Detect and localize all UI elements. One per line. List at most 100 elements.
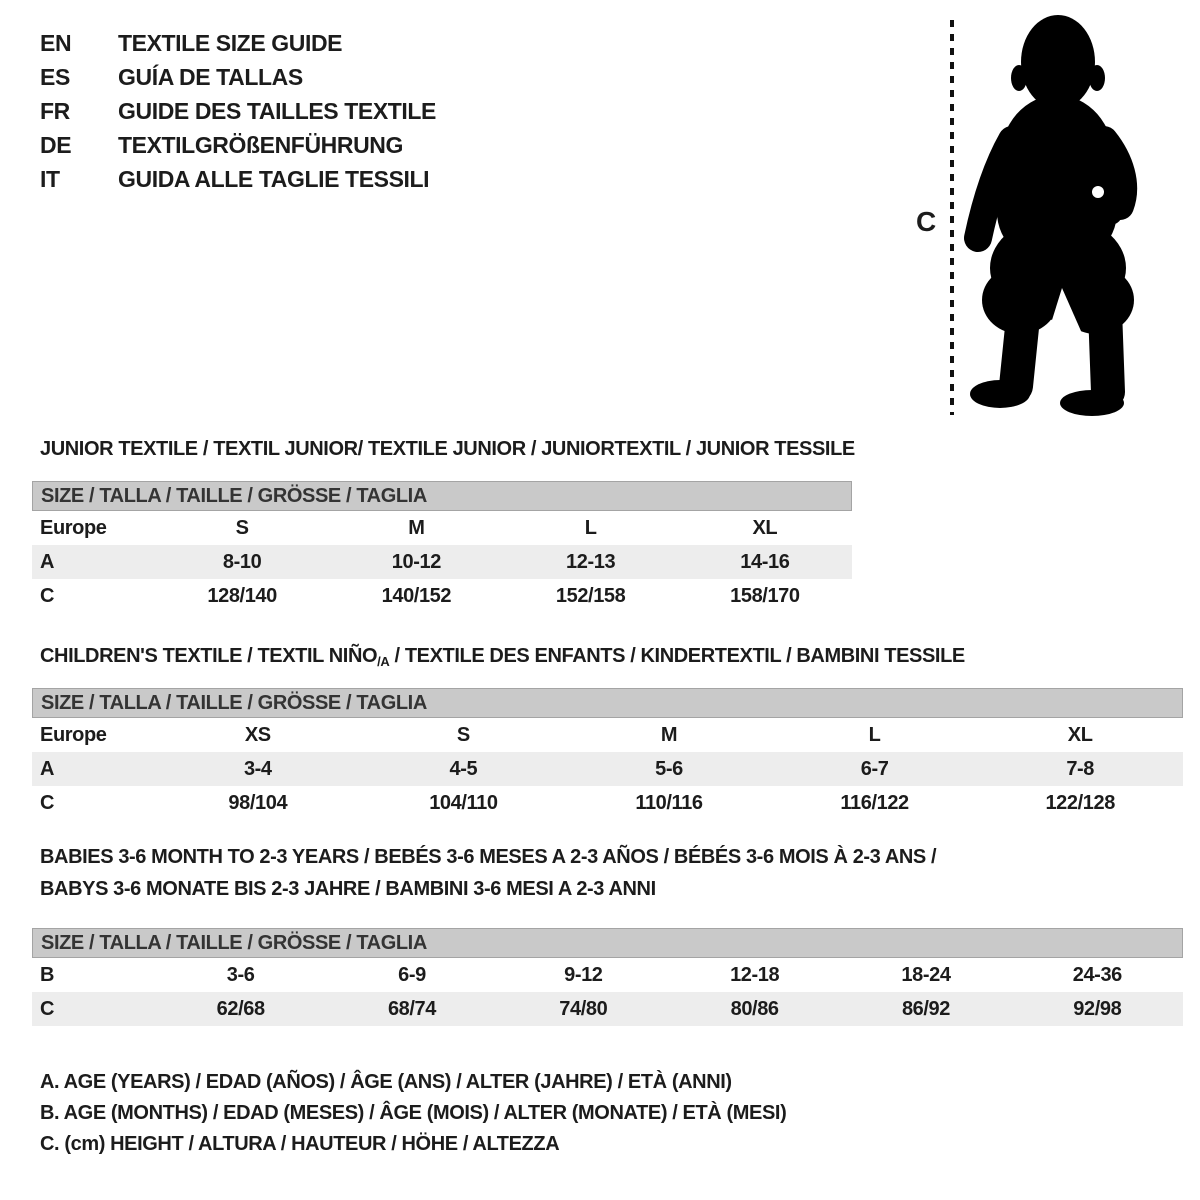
baby-silhouette-figure [950,15,1138,416]
language-code: EN [40,29,72,56]
table-cell: 140/152 [381,584,452,607]
table-cell: 12-18 [730,963,780,986]
table-cell: 158/170 [730,584,800,607]
language-code: DE [40,131,72,158]
table-cell: XS [244,723,271,746]
table-cell: XL [752,516,778,539]
language-label: GUIDA ALLE TAGLIE TESSILI [118,165,430,192]
table-row: A 3-4 4-5 5-6 6-7 7-8 [32,752,1183,786]
language-row: FR GUIDE DES TAILLES TEXTILE [40,94,436,128]
table-cell: 12-13 [566,550,616,573]
table-cell: 4-5 [449,757,478,780]
table-row: A 8-10 10-12 12-13 14-16 [32,545,852,579]
size-table: Europe XS S M L XL A 3-4 4-5 5-6 6-7 7-8 C 98/104 104/… [32,718,1183,820]
table-cell: 10-12 [391,550,442,573]
row-label: A [40,757,55,780]
table-cell: 8-10 [222,550,262,573]
table-cell: 14-16 [740,550,790,573]
size-table-junior: SIZE / TALLA / TAILLE / GRÖSSE / TAGLIA E… [32,481,852,613]
row-label: B [40,963,55,986]
title-text: CHILDREN'S TEXTILE / TEXTIL NIÑO [40,645,378,667]
table-cell: 18-24 [901,963,951,986]
size-table-children: SIZE / TALLA / TAILLE / GRÖSSE / TAGLIA E… [32,688,1183,820]
size-table: Europe S M L XL A 8-10 10-12 12-13 14-16 C 128/140 1… [32,511,852,613]
section-title-children: CHILDREN'S TEXTILE / TEXTIL NIÑO/A / TEX… [40,640,965,678]
table-cell: 62/68 [216,997,265,1020]
section-title-line: CHILDREN'S TEXTILE / TEXTIL NIÑO/A / TEX… [40,640,965,678]
table-cell: 86/92 [901,997,950,1020]
table-cell: M [408,516,425,539]
size-table-header: SIZE / TALLA / TAILLE / GRÖSSE / TAGLIA [32,481,852,511]
language-list: EN TEXTILE SIZE GUIDE ES GUÍA DE TALLAS FR GU… [40,26,436,196]
section-title-line: BABIES 3-6 MONTH TO 2-3 YEARS / BEBÉS 3-… [40,841,937,873]
table-cell: 92/98 [1073,997,1122,1020]
table-cell: 5-6 [655,757,683,780]
language-row: IT GUIDA ALLE TAGLIE TESSILI [40,162,436,196]
section-title-line: JUNIOR TEXTILE / TEXTIL JUNIOR/ TEXTILE … [40,433,855,465]
language-code: ES [40,63,70,90]
language-row: EN TEXTILE SIZE GUIDE [40,26,436,60]
measure-label-c: C [916,206,936,237]
table-cell: 6-9 [398,963,426,986]
table-cell: 3-4 [243,757,272,780]
title-text: JUNIOR TEXTILE / TEXTIL JUNIOR/ TEXTILE … [40,438,855,460]
table-cell: M [660,723,678,746]
table-row: C 62/68 68/74 74/80 80/86 86/92 92/98 [32,992,1183,1026]
table-cell: 7-8 [1066,757,1095,780]
table-row: Europe XS S M L XL [32,718,1183,752]
table-cell: 6-7 [860,757,889,780]
row-label: C [40,584,55,607]
legend-line: C. (cm) HEIGHT / ALTURA / HAUTEUR / HÖHE… [40,1133,560,1155]
size-table: B 3-6 6-9 9-12 12-18 18-24 24-36 C 62/68 68/74 74/… [32,958,1183,1026]
section-title-junior: JUNIOR TEXTILE / TEXTIL JUNIOR/ TEXTILE … [40,433,855,465]
table-row: C 98/104 104/110 110/116 116/122 122/128 [32,786,1183,820]
table-row: C 128/140 140/152 152/158 158/170 [32,579,852,613]
row-label: Europe [40,723,107,746]
language-label: GUIDE DES TAILLES TEXTILE [118,97,436,124]
title-text: BABIES 3-6 MONTH TO 2-3 YEARS / BEBÉS 3-… [40,846,937,868]
language-label: TEXTILE SIZE GUIDE [118,29,343,56]
title-subscript: /A [377,654,390,669]
size-table-header: SIZE / TALLA / TAILLE / GRÖSSE / TAGLIA [32,928,1183,958]
legend: A. AGE (YEARS) / EDAD (AÑOS) / ÂGE (ANS)… [40,1067,787,1160]
language-label: TEXTILGRÖßENFÜHRUNG [118,131,403,158]
row-label: A [40,550,55,573]
section-title-babies: BABIES 3-6 MONTH TO 2-3 YEARS / BEBÉS 3-… [40,841,937,905]
size-table-header: SIZE / TALLA / TAILLE / GRÖSSE / TAGLIA [32,688,1183,718]
title-text: / TEXTILE DES ENFANTS / KINDERTEXTIL / B… [389,645,966,667]
table-cell: 98/104 [228,791,288,814]
table-cell: 152/158 [555,584,626,607]
table-row: Europe S M L XL [32,511,852,545]
legend-line: A. AGE (YEARS) / EDAD (AÑOS) / ÂGE (ANS)… [40,1071,732,1093]
table-cell: 110/116 [635,791,703,814]
table-cell: 128/140 [207,584,277,607]
title-text: BABYS 3-6 MONATE BIS 2-3 JAHRE / BAMBINI… [40,878,656,900]
table-cell: S [235,516,249,539]
legend-line: B. AGE (MONTHS) / EDAD (MESES) / ÂGE (MO… [40,1102,787,1124]
table-cell: 68/74 [387,997,437,1020]
table-cell: 3-6 [226,963,255,986]
table-cell: L [584,516,597,539]
section-title-line: BABYS 3-6 MONATE BIS 2-3 JAHRE / BAMBINI… [40,873,936,905]
row-label: C [40,997,55,1020]
table-cell: 116/122 [840,791,909,814]
size-table-babies: SIZE / TALLA / TAILLE / GRÖSSE / TAGLIA B… [32,928,1183,1026]
language-row: ES GUÍA DE TALLAS [40,60,436,94]
language-code: IT [40,165,60,192]
row-label: Europe [40,516,107,539]
table-cell: 24-36 [1072,963,1123,986]
table-cell: XL [1067,723,1093,746]
language-label: GUÍA DE TALLAS [118,63,303,90]
table-cell: L [868,723,881,746]
table-cell: 80/86 [730,997,779,1020]
table-cell: S [456,723,470,746]
table-cell: 104/110 [429,791,498,814]
language-code: FR [40,97,70,124]
table-row: B 3-6 6-9 9-12 12-18 18-24 24-36 [32,958,1183,992]
table-cell: 9-12 [564,963,603,986]
language-row: DE TEXTILGRÖßENFÜHRUNG [40,128,436,162]
baby-silhouette-icon [964,15,1138,416]
table-cell: 74/80 [559,997,608,1020]
row-label: C [40,791,55,814]
